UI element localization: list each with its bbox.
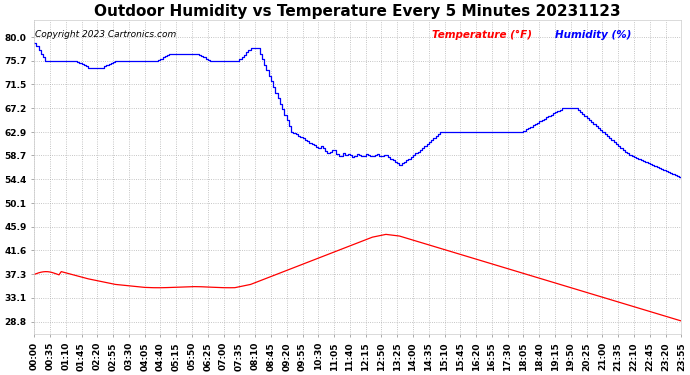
- Text: Humidity (%): Humidity (%): [555, 30, 631, 40]
- Text: Copyright 2023 Cartronics.com: Copyright 2023 Cartronics.com: [34, 30, 176, 39]
- Title: Outdoor Humidity vs Temperature Every 5 Minutes 20231123: Outdoor Humidity vs Temperature Every 5 …: [95, 4, 621, 19]
- Text: Temperature (°F): Temperature (°F): [432, 30, 532, 40]
